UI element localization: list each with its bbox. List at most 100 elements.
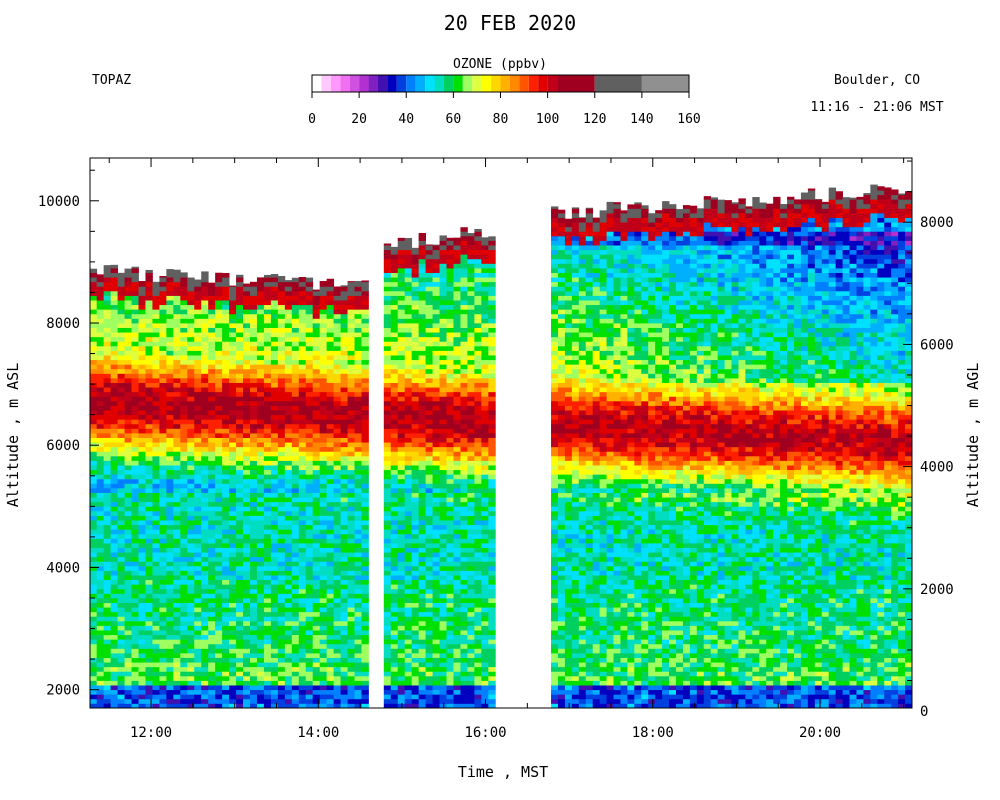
heatmap-cell (263, 602, 272, 608)
heatmap-cell (250, 529, 258, 535)
heatmap-cell (453, 455, 461, 461)
heatmap-cell (446, 634, 454, 640)
heatmap-cell (152, 286, 160, 292)
heatmap-cell (138, 538, 146, 544)
heatmap-cell (361, 428, 369, 434)
heatmap-cell (305, 336, 314, 342)
heatmap-cell (270, 593, 279, 599)
heatmap-cell (432, 643, 440, 649)
heatmap-cell (236, 588, 244, 594)
heatmap-cell (187, 570, 195, 576)
heatmap-cell (418, 538, 426, 544)
heatmap-cell (291, 694, 300, 700)
heatmap-cell (312, 442, 321, 448)
heatmap-cell (89, 465, 98, 471)
heatmap-cell (418, 694, 426, 700)
heatmap-cell (411, 460, 420, 466)
heatmap-cell (89, 382, 98, 388)
heatmap-cell (222, 405, 230, 411)
heatmap-cell (256, 387, 265, 393)
heatmap-cell (222, 350, 230, 356)
heatmap-cell (250, 588, 258, 594)
heatmap-cell (333, 575, 341, 581)
heatmap-cell (215, 620, 223, 626)
heatmap-cell (96, 643, 105, 649)
heatmap-cell (284, 446, 293, 452)
heatmap-cell (236, 364, 244, 370)
heatmap-cell (354, 419, 362, 425)
heatmap-cell (270, 520, 279, 526)
heatmap-cell (411, 465, 420, 471)
heatmap-cell (201, 336, 209, 342)
heatmap-cell (263, 405, 272, 411)
heatmap-cell (173, 382, 181, 388)
heatmap-cell (312, 323, 321, 328)
heatmap-cell (201, 405, 209, 411)
heatmap-cell (411, 625, 420, 631)
heatmap-cell (159, 689, 167, 695)
heatmap-cell (138, 643, 146, 649)
heatmap-cell (347, 442, 355, 448)
colorbar-tick-label: 20 (351, 112, 367, 127)
heatmap-cell (138, 698, 146, 704)
heatmap-cell (432, 515, 440, 521)
heatmap-cell (298, 286, 307, 292)
heatmap-cell (222, 520, 230, 526)
heatmap-cell (354, 492, 362, 498)
heatmap-cell (432, 323, 440, 328)
heatmap-cell (390, 327, 399, 333)
heatmap-cell (250, 419, 258, 425)
heatmap-cell (305, 556, 314, 562)
heatmap-cell (446, 359, 454, 365)
heatmap-cell (180, 290, 188, 296)
heatmap-cell (229, 300, 237, 306)
heatmap-cell (333, 657, 341, 663)
heatmap-cell (354, 304, 362, 310)
heatmap-cell (145, 588, 153, 594)
heatmap-cell (256, 639, 265, 645)
heatmap-cell (250, 657, 258, 663)
heatmap-cell (159, 276, 167, 278)
heatmap-cell (222, 616, 230, 622)
heatmap-cell (404, 327, 413, 333)
heatmap-cell (124, 286, 132, 292)
heatmap-cell (222, 465, 230, 471)
heatmap-cell (263, 694, 272, 700)
heatmap-cell (298, 465, 307, 471)
heatmap-cell (326, 410, 335, 416)
heatmap-cell (131, 341, 139, 347)
heatmap-cell (89, 391, 98, 397)
heatmap-cell (284, 685, 293, 691)
heatmap-cell (138, 584, 146, 590)
heatmap-cell (439, 497, 447, 503)
heatmap-cell (404, 552, 413, 558)
heatmap-cell (208, 593, 216, 599)
heatmap-cell (390, 345, 399, 351)
heatmap-cell (383, 630, 392, 636)
heatmap-cell (425, 295, 433, 301)
heatmap-cell (166, 497, 174, 503)
heatmap-cell (236, 274, 244, 278)
heatmap-cell (446, 694, 454, 700)
heatmap-cell (305, 478, 314, 484)
heatmap-cell (404, 510, 413, 516)
heatmap-cell (361, 419, 369, 425)
heatmap-cell (250, 451, 258, 457)
heatmap-cell (243, 501, 251, 507)
heatmap-cell (383, 483, 392, 489)
heatmap-cell (96, 543, 105, 548)
heatmap-cell (354, 359, 362, 365)
heatmap-cell (291, 332, 300, 338)
heatmap-cell (187, 565, 195, 571)
heatmap-cell (383, 643, 392, 649)
heatmap-cell (173, 419, 181, 425)
heatmap-cell (173, 350, 181, 356)
heatmap-cell (145, 510, 153, 516)
heatmap-cell (432, 634, 440, 640)
heatmap-cell (243, 552, 251, 558)
heatmap-cell (298, 300, 307, 306)
heatmap-cell (383, 382, 392, 388)
heatmap-cell (131, 685, 139, 691)
heatmap-cell (298, 579, 307, 585)
heatmap-cell (439, 474, 447, 480)
